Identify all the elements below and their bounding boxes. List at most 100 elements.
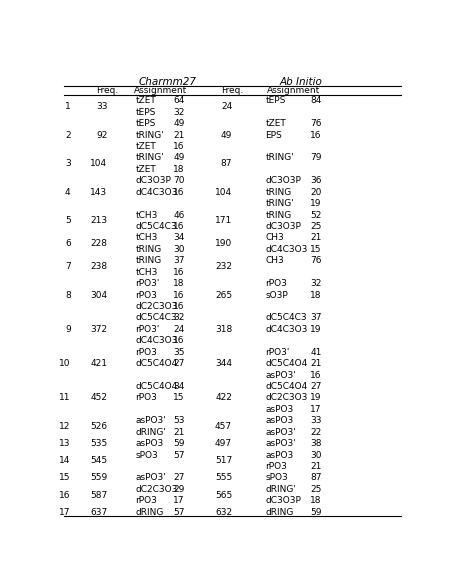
Text: 79: 79 <box>310 153 322 162</box>
Text: 213: 213 <box>91 216 107 225</box>
Text: tRING: tRING <box>265 188 292 196</box>
Text: 16: 16 <box>173 268 185 277</box>
Text: 7: 7 <box>65 262 71 271</box>
Text: EPS: EPS <box>265 131 282 139</box>
Text: 17: 17 <box>310 405 322 414</box>
Text: dC3O3P: dC3O3P <box>265 222 301 231</box>
Text: 46: 46 <box>173 211 185 219</box>
Text: 12: 12 <box>59 422 71 431</box>
Text: tRING': tRING' <box>265 199 294 208</box>
Text: 27: 27 <box>310 382 322 391</box>
Text: 143: 143 <box>91 188 107 196</box>
Text: dRING': dRING' <box>135 427 167 437</box>
Text: dC4C3O3: dC4C3O3 <box>135 336 178 345</box>
Text: 344: 344 <box>215 359 232 368</box>
Text: dC2C3O3: dC2C3O3 <box>135 302 178 311</box>
Text: tEPS: tEPS <box>265 96 286 105</box>
Text: 57: 57 <box>173 450 185 460</box>
Text: 535: 535 <box>90 439 107 448</box>
Text: 49: 49 <box>173 119 185 128</box>
Text: tEPS: tEPS <box>135 108 156 116</box>
Text: 21: 21 <box>173 427 185 437</box>
Text: 87: 87 <box>221 159 232 168</box>
Text: 24: 24 <box>173 325 185 334</box>
Text: dC5C4C3: dC5C4C3 <box>135 222 177 231</box>
Text: 10: 10 <box>59 359 71 368</box>
Text: dC3O3P: dC3O3P <box>265 176 301 185</box>
Text: 637: 637 <box>90 507 107 517</box>
Text: dC5C4O4: dC5C4O4 <box>265 359 308 368</box>
Text: 238: 238 <box>91 262 107 271</box>
Text: 16: 16 <box>310 370 322 379</box>
Text: 30: 30 <box>310 450 322 460</box>
Text: Assignment: Assignment <box>134 86 187 95</box>
Text: 421: 421 <box>91 359 107 368</box>
Text: asPO3': asPO3' <box>265 427 296 437</box>
Text: 104: 104 <box>91 159 107 168</box>
Text: 5: 5 <box>65 216 71 225</box>
Text: Charmm27: Charmm27 <box>138 77 196 87</box>
Text: 33: 33 <box>310 416 322 425</box>
Text: 18: 18 <box>173 279 185 288</box>
Text: 452: 452 <box>91 393 107 402</box>
Text: 84: 84 <box>310 96 322 105</box>
Text: Freq.: Freq. <box>96 86 119 95</box>
Text: asPO3': asPO3' <box>135 416 166 425</box>
Text: tRING: tRING <box>135 256 162 265</box>
Text: asPO3': asPO3' <box>265 439 296 448</box>
Text: dRING: dRING <box>135 507 164 517</box>
Text: 27: 27 <box>173 359 185 368</box>
Text: dC5C4O4: dC5C4O4 <box>135 359 178 368</box>
Text: tCH3: tCH3 <box>135 268 158 277</box>
Text: 21: 21 <box>310 233 322 242</box>
Text: 15: 15 <box>310 245 322 254</box>
Text: 104: 104 <box>215 188 232 196</box>
Text: 19: 19 <box>310 199 322 208</box>
Text: 38: 38 <box>310 439 322 448</box>
Text: rPO3: rPO3 <box>265 279 287 288</box>
Text: 190: 190 <box>215 239 232 248</box>
Text: dC4C3O3: dC4C3O3 <box>265 325 308 334</box>
Text: 17: 17 <box>59 507 71 517</box>
Text: rPO3: rPO3 <box>135 348 158 357</box>
Text: 16: 16 <box>173 188 185 196</box>
Text: 30: 30 <box>173 245 185 254</box>
Text: 587: 587 <box>90 490 107 500</box>
Text: 14: 14 <box>59 456 71 465</box>
Text: tRING': tRING' <box>135 153 164 162</box>
Text: Ab Initio: Ab Initio <box>279 77 322 87</box>
Text: rPO3': rPO3' <box>135 279 160 288</box>
Text: tRING: tRING <box>135 245 162 254</box>
Text: 25: 25 <box>310 485 322 494</box>
Text: 1: 1 <box>65 102 71 111</box>
Text: 304: 304 <box>91 290 107 299</box>
Text: 22: 22 <box>310 427 322 437</box>
Text: dC2C3O3: dC2C3O3 <box>135 485 178 494</box>
Text: 3: 3 <box>65 159 71 168</box>
Text: 19: 19 <box>310 325 322 334</box>
Text: 35: 35 <box>173 348 185 357</box>
Text: 53: 53 <box>173 416 185 425</box>
Text: 545: 545 <box>91 456 107 465</box>
Text: dC3O3P: dC3O3P <box>135 176 172 185</box>
Text: 70: 70 <box>173 176 185 185</box>
Text: 34: 34 <box>173 382 185 391</box>
Text: CH3: CH3 <box>265 233 284 242</box>
Text: 4: 4 <box>65 188 71 196</box>
Text: 76: 76 <box>310 256 322 265</box>
Text: tZET: tZET <box>265 119 286 128</box>
Text: dC5C4C3: dC5C4C3 <box>135 313 177 322</box>
Text: 49: 49 <box>173 153 185 162</box>
Text: 25: 25 <box>310 222 322 231</box>
Text: asPO3': asPO3' <box>265 370 296 379</box>
Text: 29: 29 <box>173 485 185 494</box>
Text: 36: 36 <box>310 176 322 185</box>
Text: Freq.: Freq. <box>221 86 243 95</box>
Text: tZET: tZET <box>135 165 156 174</box>
Text: 232: 232 <box>215 262 232 271</box>
Text: 17: 17 <box>173 496 185 505</box>
Text: 559: 559 <box>90 473 107 482</box>
Text: tCH3: tCH3 <box>135 211 158 219</box>
Text: dC3O3P: dC3O3P <box>265 496 301 505</box>
Text: 565: 565 <box>215 490 232 500</box>
